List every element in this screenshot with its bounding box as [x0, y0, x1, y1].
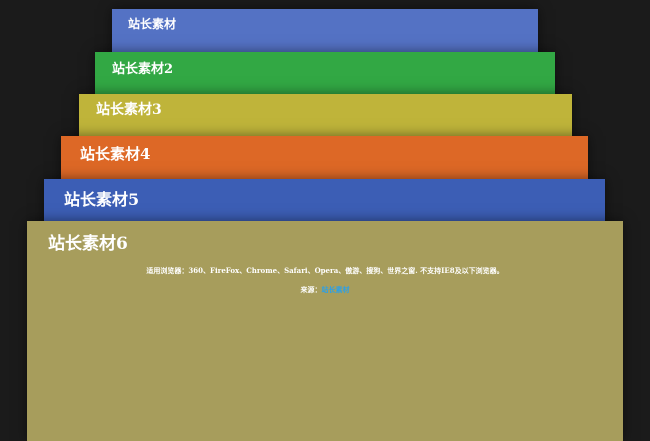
- card-title: 站长素材6: [48, 234, 128, 254]
- card-title: 站长素材4: [80, 145, 151, 163]
- source-line: 来源：站长素材: [27, 285, 623, 295]
- source-link[interactable]: 站长素材: [321, 285, 350, 294]
- card-6[interactable]: 站长素材6 适用浏览器：360、FireFox、Chrome、Safari、Op…: [27, 221, 623, 441]
- card-title: 站长素材3: [96, 102, 162, 118]
- card-title: 站长素材2: [112, 62, 174, 77]
- browser-support-text: 适用浏览器：360、FireFox、Chrome、Safari、Opera、傲游…: [146, 266, 504, 275]
- source-label: 来源：: [300, 285, 322, 294]
- card-title: 站长素材: [128, 17, 177, 31]
- card-title: 站长素材5: [64, 190, 140, 209]
